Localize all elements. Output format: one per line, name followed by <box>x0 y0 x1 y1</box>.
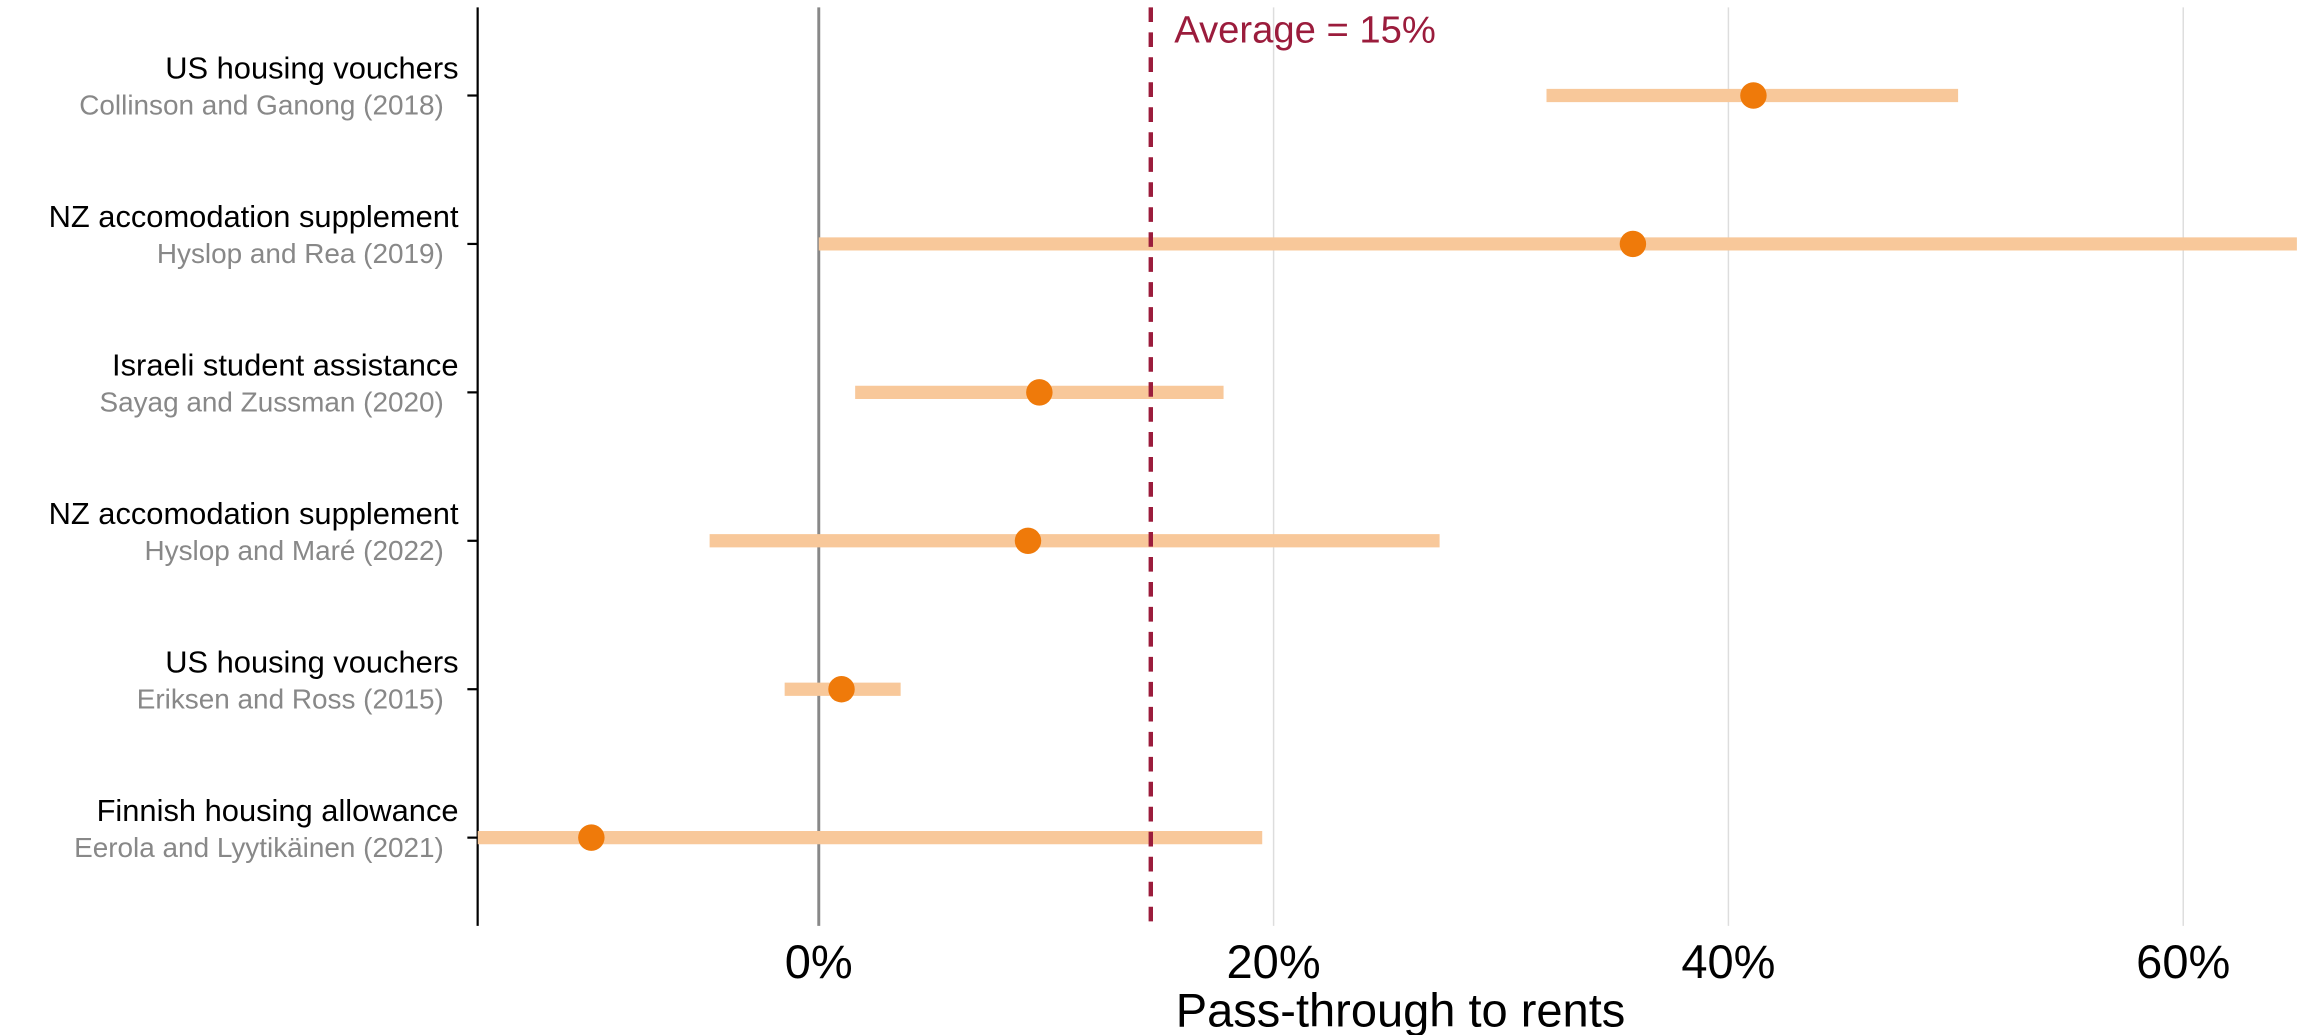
source-label: Hyslop and Maré (2022) <box>144 535 443 566</box>
source-label: Hyslop and Rea (2019) <box>157 238 444 269</box>
point <box>1026 379 1053 406</box>
category-label: NZ accomodation supplement <box>49 496 459 531</box>
x-tick-label: 0% <box>785 935 853 988</box>
point <box>1014 527 1042 555</box>
category-label: US housing vouchers <box>165 644 458 679</box>
source-label: Collinson and Ganong (2018) <box>79 90 444 121</box>
x-tick-label: 60% <box>2136 935 2230 988</box>
category-label: US housing vouchers <box>165 51 458 86</box>
x-tick-label: 40% <box>1681 935 1775 988</box>
x-axis-title: Pass-through to rents <box>1176 983 1625 1035</box>
source-label: Eerola and Lyytikäinen (2021) <box>74 832 444 863</box>
category-label: Israeli student assistance <box>112 348 458 383</box>
point <box>578 824 605 851</box>
source-label: Sayag and Zussman (2020) <box>99 386 443 417</box>
source-label: Eriksen and Ross (2015) <box>137 683 444 714</box>
point <box>1740 82 1767 109</box>
plot-area <box>477 82 2297 851</box>
point <box>1619 230 1647 258</box>
category-label: NZ accomodation supplement <box>49 199 459 234</box>
x-tick-label: 20% <box>1227 935 1321 988</box>
category-label: Finnish housing allowance <box>97 793 459 828</box>
average-label: Average = 15% <box>1174 8 1436 51</box>
point <box>828 675 855 703</box>
